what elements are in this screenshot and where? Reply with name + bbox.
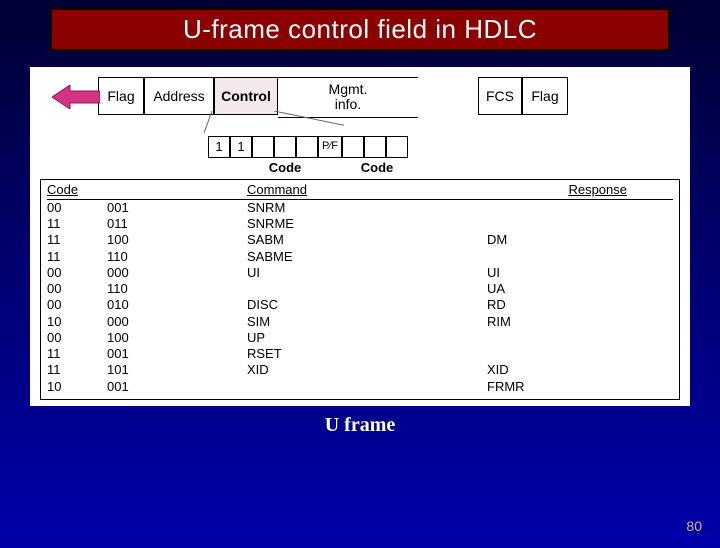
table-row: DM	[487, 232, 637, 248]
header-code: Code	[47, 182, 247, 197]
table-row	[487, 216, 637, 232]
table-row	[247, 281, 487, 297]
bit-6	[364, 136, 386, 158]
table-header: Code Command Response	[47, 182, 673, 200]
table-row	[487, 200, 637, 216]
table-row: 10	[47, 314, 107, 330]
bit-1: 1	[230, 136, 252, 158]
field-address: Address	[144, 77, 214, 115]
table-row: 10	[47, 379, 107, 395]
table-row: 11	[47, 362, 107, 378]
table-row: 001	[107, 379, 247, 395]
table-row: 001	[107, 346, 247, 362]
table-row: 100	[107, 232, 247, 248]
field-flag-right: Flag	[522, 77, 568, 115]
table-row: UI	[487, 265, 637, 281]
title-bar: U-frame control field in HDLC	[50, 8, 670, 51]
bit-4	[296, 136, 318, 158]
bit-3	[274, 136, 296, 158]
table-row: SABM	[247, 232, 487, 248]
control-bits-row: 1 1 P∕F	[208, 136, 680, 158]
table-row: 11	[47, 232, 107, 248]
table-row: 00	[47, 281, 107, 297]
table-row: 001	[107, 200, 247, 216]
code-labels: Code Code	[208, 160, 680, 175]
table-row: SNRM	[247, 200, 487, 216]
bit-5	[342, 136, 364, 158]
table-row: 11	[47, 216, 107, 232]
table-row: 00	[47, 297, 107, 313]
table-row: DISC	[247, 297, 487, 313]
table-row	[247, 379, 487, 395]
table-row: 000	[107, 314, 247, 330]
bit-0: 1	[208, 136, 230, 158]
table-body: 001111110000001000111110 001011100110000…	[47, 200, 673, 395]
code-label-right: Code	[344, 160, 410, 175]
field-fcs: FCS	[478, 77, 522, 115]
table-row: UP	[247, 330, 487, 346]
table-row: 110	[107, 281, 247, 297]
table-row: 101	[107, 362, 247, 378]
table-row	[487, 346, 637, 362]
table-row: RD	[487, 297, 637, 313]
table-row: 00	[47, 200, 107, 216]
bit-pf: P∕F	[318, 136, 342, 158]
table-row: 11	[47, 249, 107, 265]
bit-7	[386, 136, 408, 158]
code-label-left: Code	[252, 160, 318, 175]
table-row: FRMR	[487, 379, 637, 395]
table-row: SIM	[247, 314, 487, 330]
table-row: RSET	[247, 346, 487, 362]
control-expansion-lines	[204, 111, 344, 135]
footer-label: U frame	[0, 414, 720, 437]
header-command: Command	[247, 182, 487, 197]
title-text: U-frame control field in HDLC	[183, 14, 537, 44]
table-row: RIM	[487, 314, 637, 330]
frame-row: Flag Address Control Mgmt. info. FCS Fla…	[52, 77, 680, 118]
table-row: 00	[47, 265, 107, 281]
table-row: 11	[47, 346, 107, 362]
code-table: Code Command Response 001111110000001000…	[40, 179, 680, 400]
table-row	[487, 249, 637, 265]
field-flag-left: Flag	[98, 77, 144, 115]
table-row: XID	[487, 362, 637, 378]
page-number: 80	[686, 518, 702, 534]
table-row: UI	[247, 265, 487, 281]
table-row: SABME	[247, 249, 487, 265]
table-row: XID	[247, 362, 487, 378]
table-row: 011	[107, 216, 247, 232]
table-row: 00	[47, 330, 107, 346]
table-row	[487, 330, 637, 346]
pointer-arrow-icon	[52, 85, 100, 109]
field-control: Control	[214, 77, 278, 115]
table-row: SNRME	[247, 216, 487, 232]
table-row: 100	[107, 330, 247, 346]
table-row: UA	[487, 281, 637, 297]
diagram-area: Flag Address Control Mgmt. info. FCS Fla…	[30, 67, 690, 406]
header-response: Response	[487, 182, 637, 197]
bit-2	[252, 136, 274, 158]
table-row: 000	[107, 265, 247, 281]
table-row: 110	[107, 249, 247, 265]
table-row: 010	[107, 297, 247, 313]
